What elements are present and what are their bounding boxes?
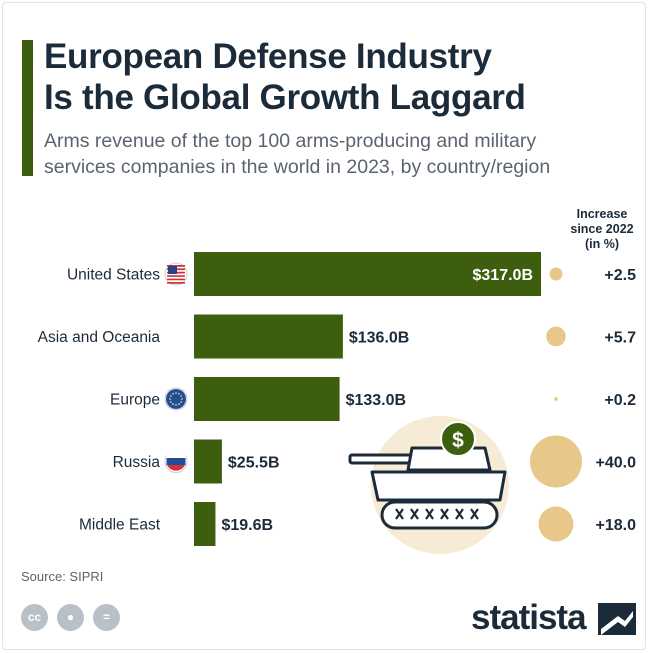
bar-1 (194, 314, 343, 359)
category-label: Middle East (79, 517, 161, 534)
category-label: United States (67, 267, 160, 284)
increase-bubble (538, 506, 574, 542)
russia-flag-white (166, 449, 186, 459)
eu-flag-star (175, 404, 177, 406)
category-label: Russia (113, 454, 161, 471)
increase-label: +5.7 (604, 330, 636, 347)
chart-rows: United States $317.0B +2.5 Asia and Oceania… (38, 252, 636, 546)
category-label: Europe (110, 392, 160, 409)
increase-bubble (554, 397, 558, 401)
increase-header-line-1: Increase (576, 207, 628, 221)
us-flag-stripe (167, 278, 185, 281)
eu-flag-star (180, 401, 183, 403)
bar-0 (194, 252, 541, 296)
eu-flag-star (175, 392, 177, 394)
eu-flag-star (181, 398, 183, 400)
title-accent-bar (22, 40, 33, 176)
title-line-2: Is the Global Growth Laggard (44, 78, 526, 117)
statista-logo-icon[interactable] (598, 603, 636, 635)
us-flag-stripe (167, 275, 185, 277)
eu-flag-star (169, 398, 171, 400)
value-label: $25.5B (228, 455, 280, 472)
eu-flag-star (172, 403, 174, 406)
value-label: $136.0B (349, 330, 410, 347)
svg-text:$: $ (452, 429, 464, 452)
increase-bubble (549, 267, 563, 281)
us-flag-canton (168, 266, 177, 274)
increase-label: +2.5 (604, 267, 636, 284)
eu-flag-star (172, 392, 174, 395)
chart-title: European Defense Industry Is the Global … (44, 36, 634, 118)
increase-bubble (530, 435, 582, 488)
cc-icon[interactable]: cc (21, 604, 48, 631)
equals-icon[interactable]: = (93, 604, 120, 631)
increase-header-line-2: since 2022 (570, 222, 634, 236)
increase-label: +40.0 (596, 455, 637, 472)
eu-flag-field (166, 389, 186, 409)
statista-wordmark[interactable]: statista (471, 598, 587, 637)
increase-label: +18.0 (596, 517, 637, 534)
value-label: $317.0B (473, 267, 534, 284)
dollar-icon: $ (440, 421, 476, 457)
increase-label: +0.2 (604, 392, 636, 409)
subtitle-line-1: Arms revenue of the top 100 arms-produci… (44, 130, 537, 152)
bar-3 (194, 439, 222, 484)
increase-column-header: Increase since 2022 (in %) (560, 207, 644, 252)
tank-illustration: $ (348, 416, 509, 554)
subtitle-line-2: services companies in the world in 2023,… (44, 156, 551, 178)
us-flag-stripe (167, 282, 185, 284)
increase-header-line-3: (in %) (584, 237, 620, 251)
eu-flag-star (180, 395, 183, 397)
increase-bubble (546, 326, 566, 347)
category-label: Asia and Oceania (38, 329, 161, 346)
title-line-1: European Defense Industry (44, 37, 492, 76)
bar-4 (194, 502, 216, 546)
person-icon[interactable]: ● (57, 604, 84, 631)
chart-subtitle: Arms revenue of the top 100 arms-produci… (44, 128, 644, 180)
russia-flag-blue (166, 458, 186, 465)
source-note: Source: SIPRI (21, 569, 104, 584)
eu-flag-star (178, 392, 180, 395)
russia-flag-red (167, 465, 185, 471)
eu-flag-star (178, 403, 180, 406)
eu-flag-star (169, 401, 172, 403)
license-icons[interactable]: cc ● = (21, 604, 129, 631)
eu-flag-star (169, 395, 172, 397)
bar-2 (194, 377, 340, 421)
tank-icon (348, 446, 507, 530)
value-label: $19.6B (221, 517, 273, 534)
value-label: $133.0B (346, 392, 407, 409)
